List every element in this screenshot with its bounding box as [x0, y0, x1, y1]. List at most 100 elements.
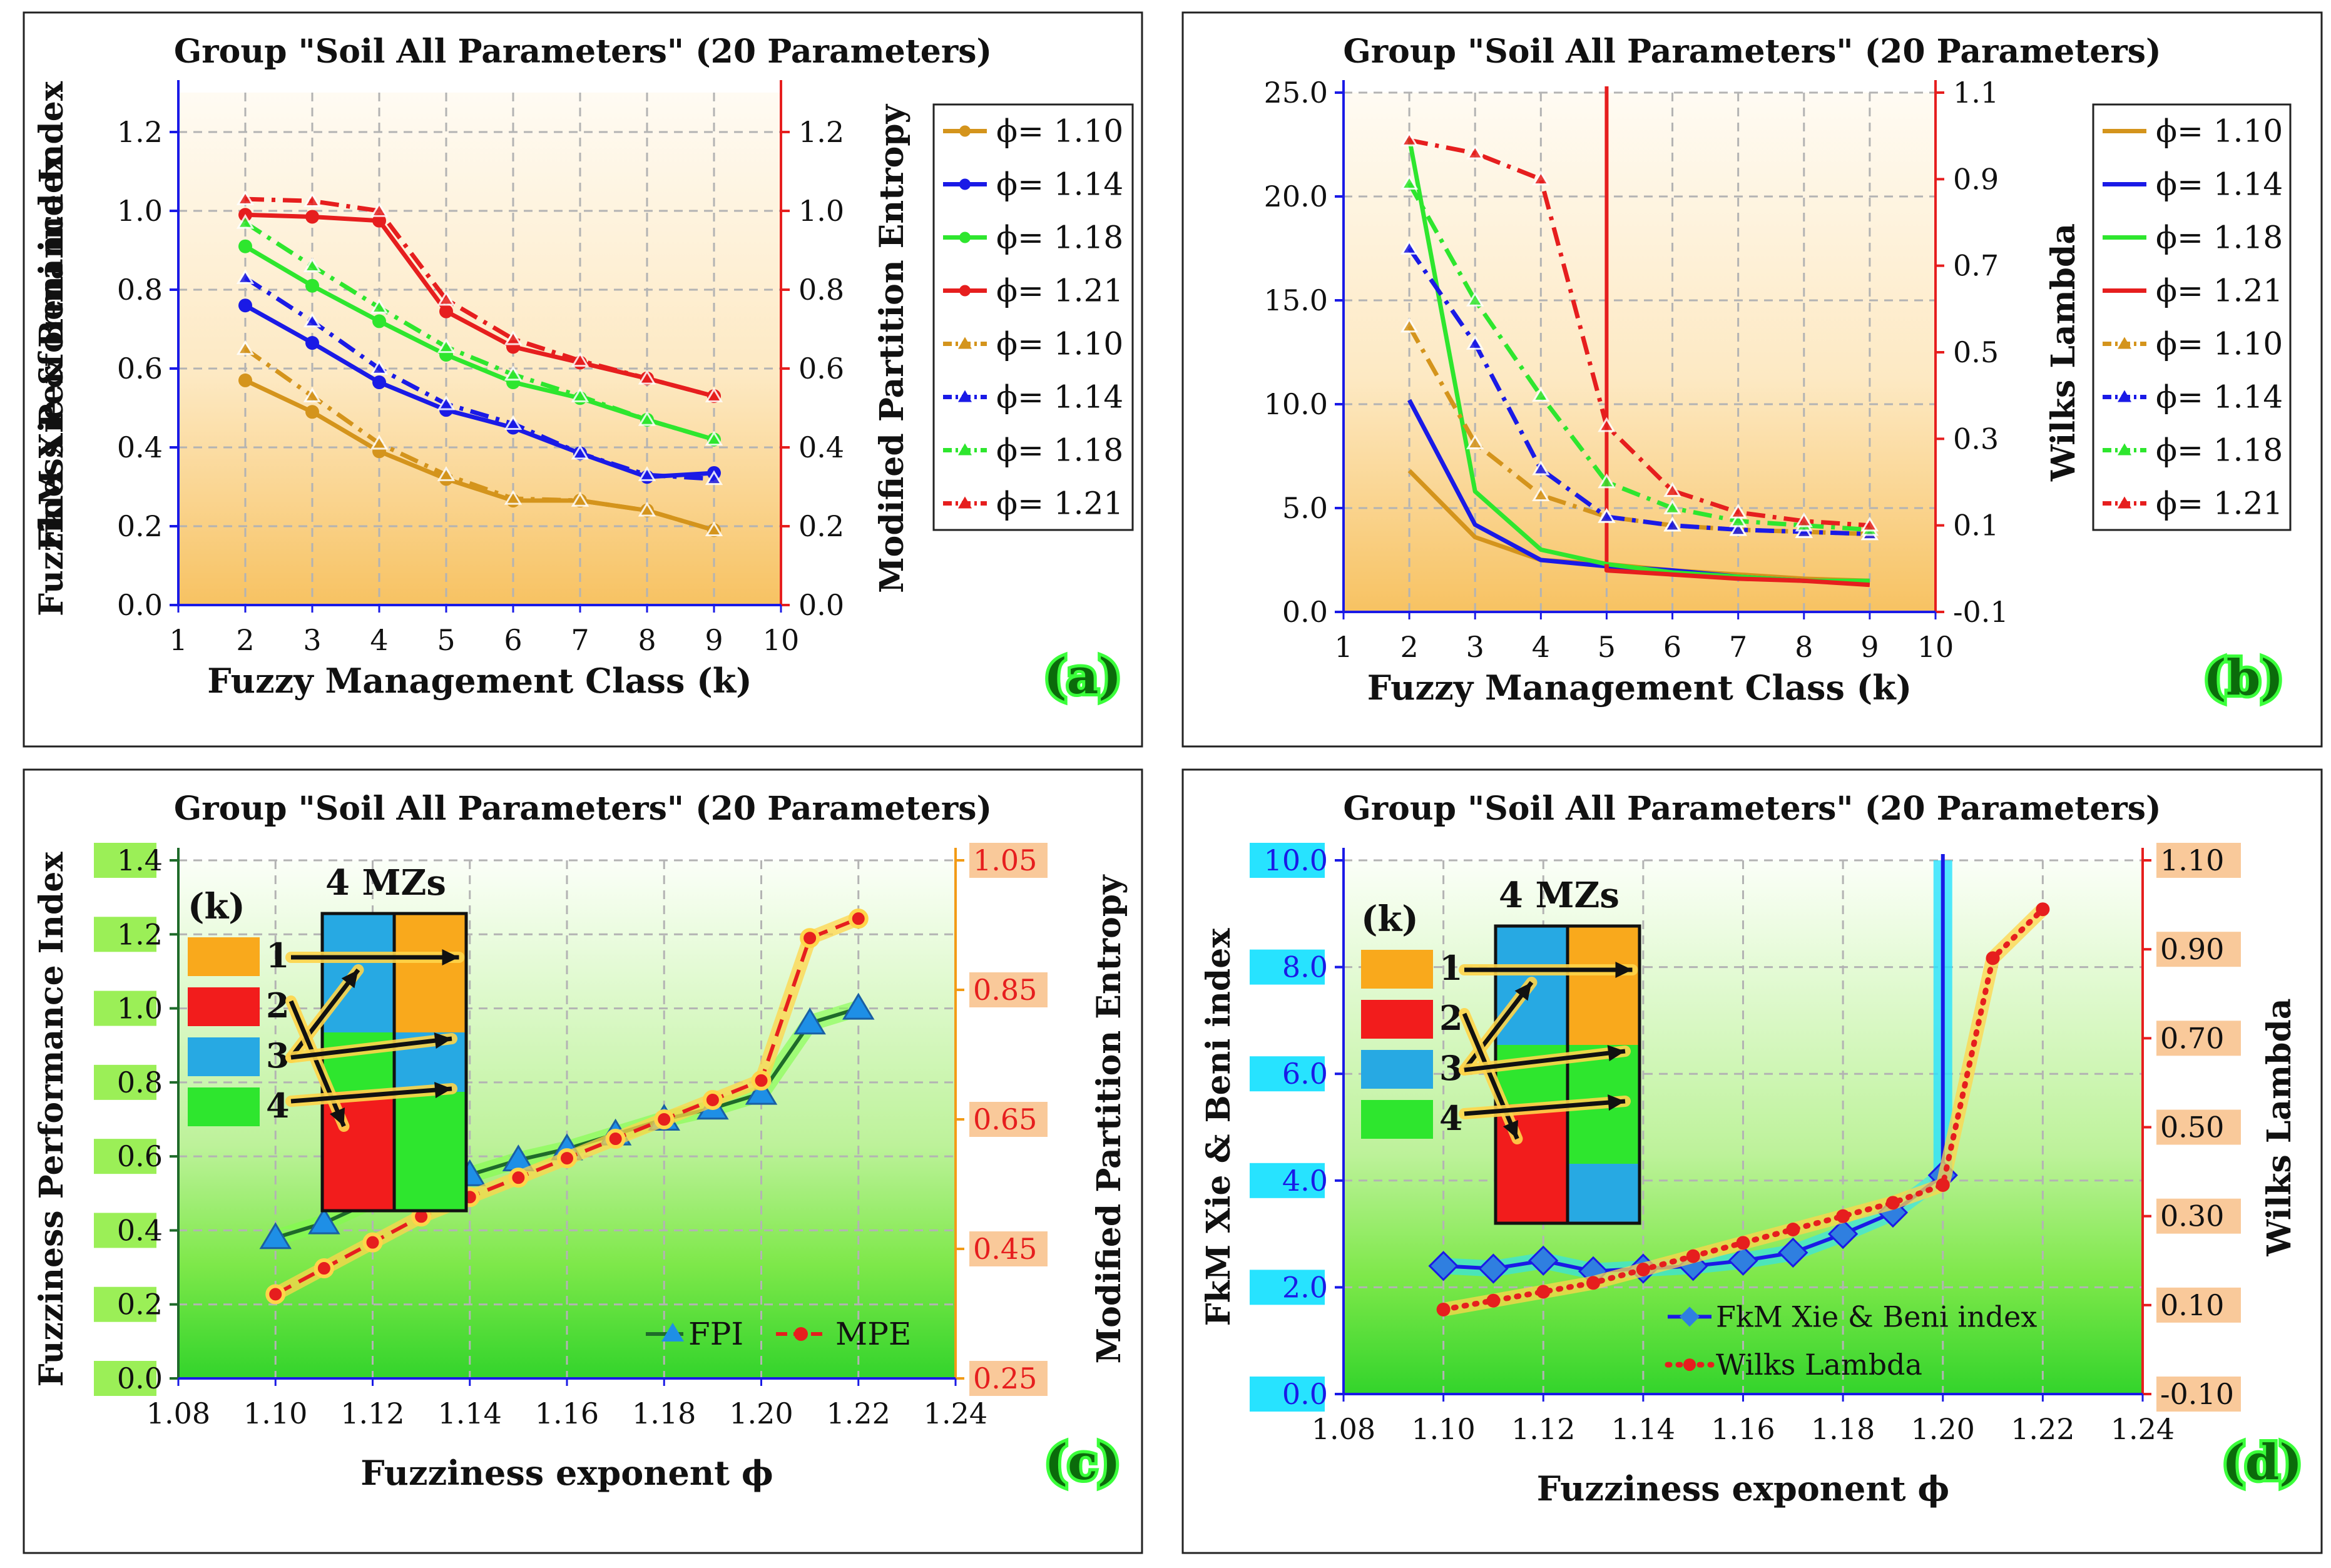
data-point [1400, 317, 1419, 333]
inset-arrow [288, 1000, 346, 1128]
legend-label: ϕ= 1.14 [2156, 166, 2283, 203]
series-line [244, 220, 715, 442]
plot-area [178, 93, 781, 605]
inset-class-swatch [188, 937, 260, 976]
inset-class-label: 4 [266, 1086, 290, 1126]
inset-class-label: 2 [266, 985, 290, 1026]
y-tick-bg-right [2156, 1377, 2241, 1412]
y-tick-bg-right [2156, 1198, 2241, 1234]
y-tick-bg-right [969, 1231, 1048, 1266]
data-point [557, 1148, 577, 1169]
x-tick-label: 1.08 [1312, 1412, 1375, 1446]
data-point [705, 521, 723, 537]
x-tick-label: 2 [236, 623, 254, 657]
inset-map-cell [1568, 1104, 1640, 1164]
inset-arrow [290, 1086, 452, 1104]
legend-label: ϕ= 1.10 [2156, 113, 2283, 150]
inset-map-cell [322, 914, 394, 973]
x-tick-label: 1 [169, 623, 187, 657]
y-tick-label-left: 0.2 [117, 509, 163, 543]
data-point [305, 336, 319, 350]
data-point [638, 501, 656, 517]
data-point [1400, 131, 1419, 146]
inset-class-label: 1 [266, 935, 290, 975]
y-tick-bg-left [1250, 1377, 1325, 1412]
data-point [437, 395, 456, 410]
data-point [1478, 1253, 1509, 1284]
y-tick-label-left: 1.2 [117, 917, 163, 951]
legend-marker [959, 125, 971, 137]
x-tick-label: 1.14 [1611, 1412, 1675, 1446]
series-line [244, 276, 715, 481]
y-tick-bg-left [1250, 1056, 1325, 1092]
data-point [705, 430, 723, 446]
inset-map-cell [322, 1151, 394, 1211]
data-point [437, 290, 456, 306]
y-tick-label-right: 0.8 [798, 273, 844, 307]
y-tick-label-right: -0.1 [1953, 595, 2009, 629]
y-tick-label-right: 1.0 [798, 194, 844, 228]
inset-arrow [1464, 1099, 1626, 1116]
data-point [1736, 1236, 1750, 1250]
inset-arrowhead [1615, 961, 1633, 979]
data-point [1636, 1262, 1650, 1276]
y-tick-label-left: 20.0 [1264, 180, 1328, 213]
y-tick-bg-left [94, 1064, 156, 1100]
inset-map-cell [1568, 1164, 1640, 1223]
data-point [1728, 1245, 1758, 1276]
y-axis-title-right: Modified Partition Entropy [1090, 874, 1128, 1364]
inset-arrowhead [1608, 1094, 1625, 1111]
data-point [1532, 387, 1550, 402]
legend-label: ϕ= 1.14 [996, 379, 1123, 415]
x-tick-label: 1.16 [535, 1397, 599, 1430]
data-point [238, 298, 252, 313]
inset-map-cell [1568, 926, 1640, 985]
legend-marker [2118, 443, 2131, 456]
data-point [571, 352, 589, 367]
y-tick-bg-right [969, 1102, 1048, 1137]
data-point [1729, 512, 1747, 527]
y-axis-title-left: Fuzziness Performance Index [33, 852, 71, 1387]
series-line [1407, 247, 1870, 536]
inset-class-swatch [1361, 1100, 1433, 1139]
data-point [236, 269, 255, 284]
data-point [571, 492, 589, 507]
data-point [265, 1284, 286, 1305]
inset-map-cell [1496, 1164, 1568, 1223]
y-tick-bg-right [2156, 1021, 2241, 1056]
y-tick-label-left: 0.6 [117, 352, 163, 385]
y-tick-label-left: 0.8 [117, 1066, 163, 1099]
y-tick-label-right: 0.70 [2160, 1021, 2224, 1055]
data-point [571, 387, 589, 402]
data-point [654, 1109, 675, 1129]
x-tick-label: 10 [1917, 630, 1954, 664]
inset-arrow [290, 1036, 452, 1060]
legend-marker [1683, 1358, 1696, 1372]
legend-label: FkM Xie & Beni index [1716, 1300, 2037, 1333]
data-point [1663, 516, 1681, 532]
y-axis-title-right: Modified Partition Entropy [873, 103, 911, 593]
data-point [259, 1222, 292, 1250]
data-point [1778, 1237, 1808, 1268]
y-tick-bg-left [1250, 1270, 1325, 1305]
series-line [1604, 564, 1870, 588]
legend-marker [794, 1327, 808, 1341]
data-point [638, 410, 656, 426]
y-tick-bg-left [94, 990, 156, 1026]
y-tick-label-right: 0.30 [2160, 1199, 2224, 1233]
inset-mz-label: 4 MZs [1499, 875, 1619, 916]
inset-map-cell [1496, 926, 1568, 985]
x-tick-label: 1.22 [827, 1397, 890, 1430]
x-tick-label: 7 [1729, 630, 1747, 664]
y-tick-label-left: 2.0 [1282, 1270, 1328, 1304]
legend-marker [2118, 390, 2131, 402]
inset-class-swatch [188, 1037, 260, 1076]
data-point [303, 192, 322, 207]
y-tick-bg-left [94, 1286, 156, 1322]
panel-b: Group "Soil All Parameters" (20 Paramete… [33, 11, 2323, 748]
inset-arrowhead [1514, 982, 1532, 1001]
y-tick-label-left: 1.0 [117, 194, 163, 228]
legend-marker [958, 337, 972, 349]
data-point [1836, 1209, 1850, 1223]
x-tick-label: 1.18 [1811, 1412, 1875, 1446]
